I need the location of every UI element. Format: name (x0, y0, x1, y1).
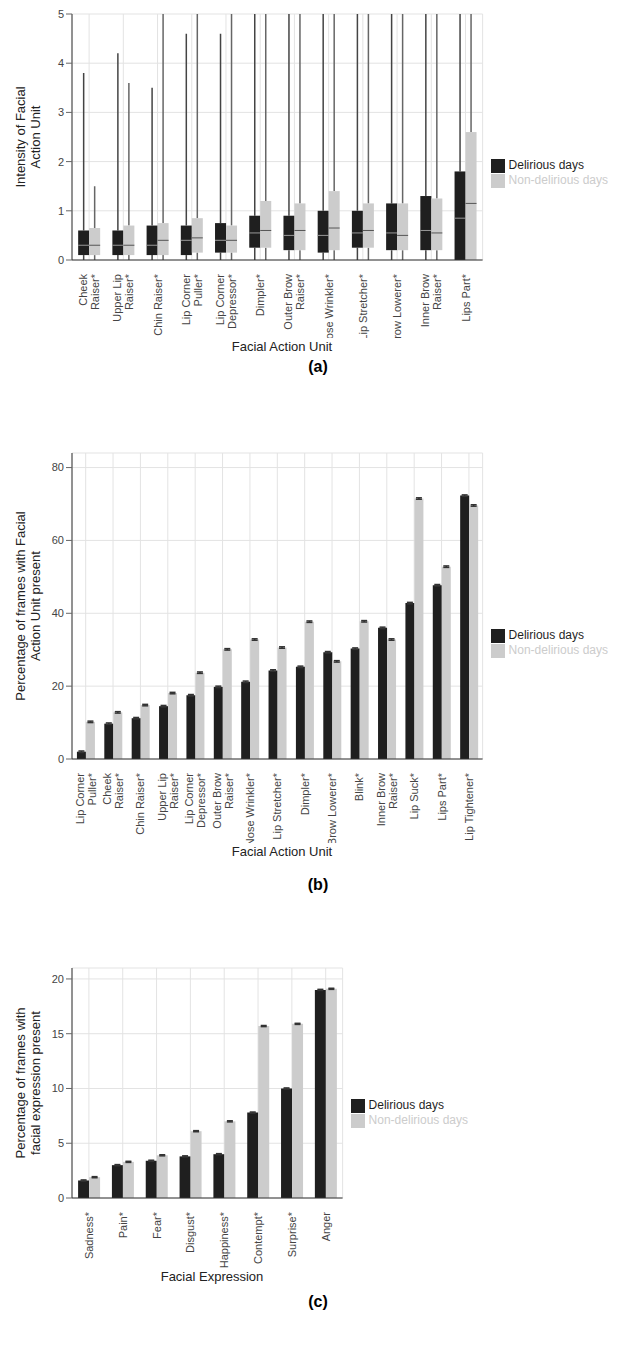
svg-text:Lip Stretcher*: Lip Stretcher* (357, 273, 369, 338)
svg-text:Sadness*: Sadness* (83, 1211, 95, 1259)
svg-text:Brow Lowerer*: Brow Lowerer* (326, 772, 338, 843)
svg-text:Upper LipRaiser*: Upper LipRaiser* (156, 772, 180, 820)
svg-text:Pain*: Pain* (117, 1211, 129, 1238)
svg-text:Lip CornerPuller*: Lip CornerPuller* (74, 772, 98, 824)
html-text:Facial Action Unit: Facial Action Unit (231, 339, 333, 354)
html-text:Delirious days: Delirious days (368, 1098, 444, 1113)
svg-text:Disgust*: Disgust* (184, 1211, 196, 1253)
html-text:Non-delirious days: Non-delirious days (508, 173, 608, 187)
svg-text:Nose Wrinkler*: Nose Wrinkler* (244, 772, 256, 843)
svg-text:Dimpler*: Dimpler* (254, 273, 266, 316)
svg-text:Happiness*: Happiness* (218, 1211, 230, 1268)
html-text:Facial Action Unit: Facial Action Unit (231, 844, 333, 859)
html-text:Facial Expression: Facial Expression (160, 1269, 264, 1284)
svg-text:Lip Suck*: Lip Suck* (408, 772, 420, 819)
svg-text:Lips Part*: Lips Part* (436, 772, 448, 820)
html-text:(b): (b) (307, 875, 329, 893)
svg-text:0: 0 (58, 753, 64, 765)
html-text:Percentage of frames with Faci: Percentage of frames with Facial Action … (13, 511, 43, 701)
svg-text:20: 20 (52, 680, 64, 692)
svg-text:2: 2 (58, 156, 64, 168)
svg-text:Blink*: Blink* (353, 772, 365, 801)
svg-text:Inner BrowRaiser*: Inner BrowRaiser* (419, 273, 443, 327)
svg-text:Lip CornerDepressor*: Lip CornerDepressor* (214, 273, 238, 329)
svg-text:Outer BrowRaiser*: Outer BrowRaiser* (282, 273, 306, 329)
svg-text:Contempt*: Contempt* (252, 1211, 264, 1264)
svg-text:Fear*: Fear* (151, 1211, 163, 1239)
svg-text:Lip CornerDepressor*: Lip CornerDepressor* (183, 772, 207, 828)
svg-text:Dimpler*: Dimpler* (299, 772, 311, 815)
html-text:Non-delirious days: Non-delirious days (508, 643, 608, 657)
svg-text:Outer BrowRaiser*: Outer BrowRaiser* (211, 772, 235, 828)
svg-text:Lip Stretcher*: Lip Stretcher* (271, 772, 283, 839)
svg-text:3: 3 (58, 106, 64, 118)
svg-text:60: 60 (52, 534, 64, 546)
svg-text:Nose Wrinkler*: Nose Wrinkler* (323, 273, 335, 338)
html-text:(c): (c) (308, 1293, 328, 1310)
html-text:Intensity of Facial Action Uni: Intensity of Facial Action Unit (13, 86, 43, 188)
svg-text:80: 80 (52, 461, 64, 473)
svg-text:10: 10 (52, 1082, 64, 1094)
svg-text:0: 0 (58, 1192, 64, 1204)
html-text:Non-delirious days: Non-delirious days (368, 1113, 468, 1127)
svg-text:1: 1 (58, 205, 64, 217)
svg-text:Lips Part*: Lips Part* (460, 273, 472, 321)
svg-text:20: 20 (52, 973, 64, 985)
svg-text:Lip CornerPuller*: Lip CornerPuller* (180, 273, 204, 325)
svg-text:4: 4 (58, 57, 64, 69)
svg-text:Chin Raiser*: Chin Raiser* (152, 273, 164, 335)
svg-text:Anger: Anger (320, 1212, 332, 1242)
svg-text:Inner BrowRaiser*: Inner BrowRaiser* (375, 772, 399, 826)
svg-text:CheekRaiser*: CheekRaiser* (77, 273, 101, 310)
svg-text:5: 5 (58, 8, 64, 20)
svg-text:Brow Lowerer*: Brow Lowerer* (391, 273, 403, 338)
svg-text:Chin Raiser*: Chin Raiser* (134, 772, 146, 834)
html-text:(a): (a) (308, 358, 328, 375)
svg-text:CheekRaiser*: CheekRaiser* (101, 772, 125, 809)
svg-text:15: 15 (52, 1028, 64, 1040)
svg-text:0: 0 (58, 254, 64, 266)
svg-text:40: 40 (52, 607, 64, 619)
svg-text:5: 5 (58, 1137, 64, 1149)
svg-text:Upper LipRaiser*: Upper LipRaiser* (111, 273, 135, 321)
svg-text:Lip Tightener*: Lip Tightener* (463, 772, 475, 841)
svg-text:Surprise*: Surprise* (286, 1211, 298, 1257)
html-text:Delirious days: Delirious days (508, 628, 584, 643)
html-text:Delirious days: Delirious days (508, 158, 584, 173)
html-text:Percentage of frames with faci: Percentage of frames with facial express… (13, 1007, 43, 1159)
